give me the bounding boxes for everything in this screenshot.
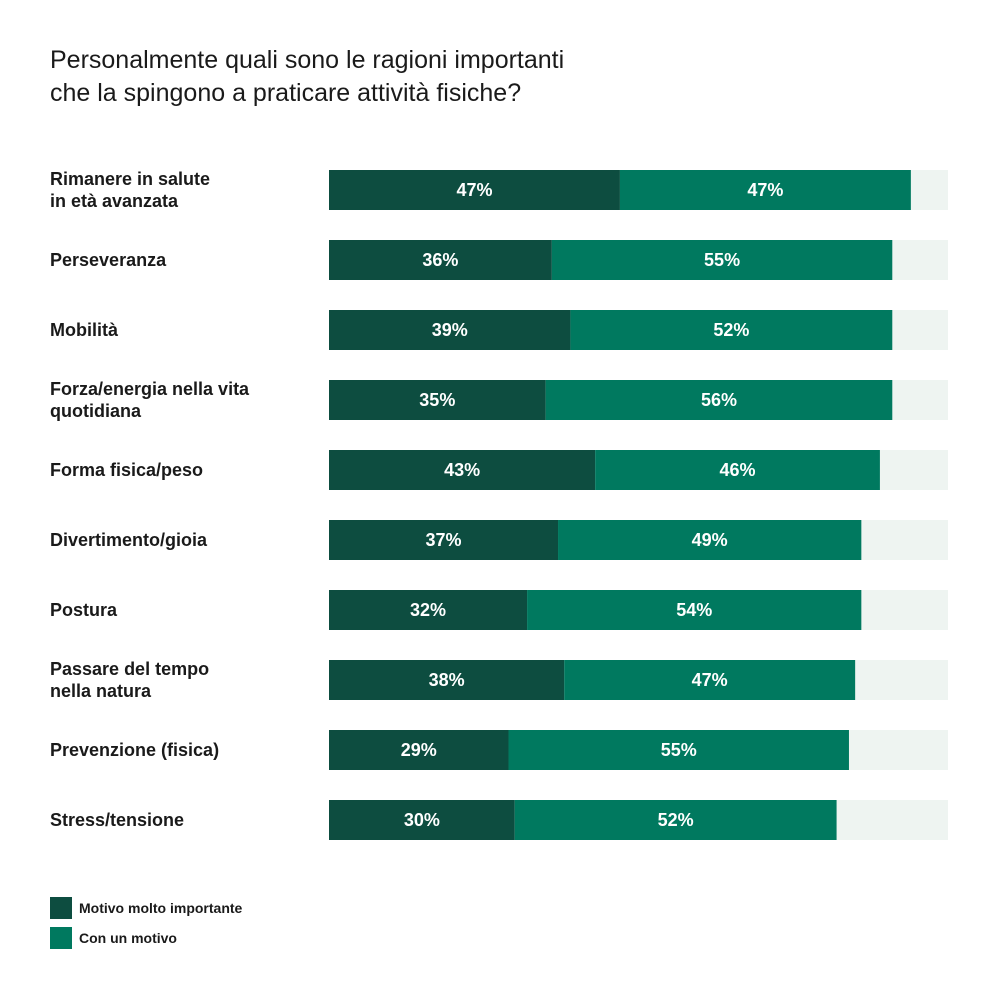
bar-motivo-molto-importante	[329, 800, 515, 840]
bar-con-un-motivo	[514, 800, 837, 840]
data-label: 52%	[713, 320, 749, 340]
bar-con-un-motivo	[570, 310, 893, 350]
data-label: 54%	[676, 600, 712, 620]
data-label: 47%	[456, 180, 492, 200]
bar-con-un-motivo	[595, 450, 880, 490]
legend-item-motivo-molto-importante: Motivo molto importante	[50, 897, 242, 919]
bar-motivo-molto-importante	[329, 170, 620, 210]
legend-swatch-con-un-motivo	[50, 927, 72, 949]
bar-con-un-motivo	[551, 240, 893, 280]
category-label: Divertimento/gioia	[50, 530, 208, 550]
data-label: 46%	[720, 460, 756, 480]
bar-row: Forma fisica/peso 43% 46%	[50, 450, 948, 490]
category-label: Forma fisica/peso	[50, 460, 203, 480]
category-label: Passare del tempo nella natura	[50, 659, 209, 701]
bar-motivo-molto-importante	[329, 240, 552, 280]
data-label: 47%	[747, 180, 783, 200]
bar-con-un-motivo	[558, 520, 862, 560]
data-label: 32%	[410, 600, 446, 620]
bar-con-un-motivo	[508, 730, 849, 770]
bar-con-un-motivo	[564, 660, 856, 700]
bar-motivo-molto-importante	[329, 660, 565, 700]
bar-motivo-molto-importante	[329, 310, 571, 350]
data-label: 56%	[701, 390, 737, 410]
legend: Motivo molto importante Con un motivo	[50, 897, 242, 957]
data-label: 55%	[661, 740, 697, 760]
data-label: 55%	[704, 250, 740, 270]
data-label: 43%	[444, 460, 480, 480]
data-label: 47%	[692, 670, 728, 690]
legend-label-motivo-molto-importante: Motivo molto importante	[79, 900, 243, 916]
category-label: Stress/tensione	[50, 810, 184, 830]
category-label: Perseveranza	[50, 250, 167, 270]
bar-con-un-motivo	[527, 590, 862, 630]
bar-row: Forza/energia nella vita quotidiana 35% 56%	[50, 379, 948, 421]
data-label: 38%	[429, 670, 465, 690]
data-label: 49%	[692, 530, 728, 550]
bar-con-un-motivo	[545, 380, 893, 420]
data-label: 52%	[658, 810, 694, 830]
data-label: 37%	[425, 530, 461, 550]
bar-con-un-motivo	[619, 170, 911, 210]
bar-motivo-molto-importante	[329, 590, 528, 630]
data-label: 30%	[404, 810, 440, 830]
bar-row: Mobilità 39% 52%	[50, 310, 948, 350]
bar-motivo-molto-importante	[329, 730, 509, 770]
bar-row: Divertimento/gioia 37% 49%	[50, 520, 948, 560]
legend-swatch-motivo-molto-importante	[50, 897, 72, 919]
data-label: 39%	[432, 320, 468, 340]
bar-row: Perseveranza 36% 55%	[50, 240, 948, 280]
data-label: 35%	[419, 390, 455, 410]
data-label: 29%	[401, 740, 437, 760]
chart-title: Personalmente quali sono le ragioni impo…	[50, 46, 565, 107]
bar-row: Prevenzione (fisica) 29% 55%	[50, 730, 948, 770]
category-label: Rimanere in salute in età avanzata	[50, 169, 210, 211]
bar-motivo-molto-importante	[329, 380, 546, 420]
category-label: Postura	[50, 600, 118, 620]
bar-motivo-molto-importante	[329, 520, 559, 560]
data-label: 36%	[422, 250, 458, 270]
category-label: Prevenzione (fisica)	[50, 740, 219, 760]
legend-item-con-un-motivo: Con un motivo	[50, 927, 242, 949]
category-label: Mobilità	[50, 320, 119, 340]
bar-row: Passare del tempo nella natura 38% 47%	[50, 659, 948, 701]
category-label: Forza/energia nella vita quotidiana	[50, 379, 250, 421]
bar-row: Postura 32% 54%	[50, 590, 948, 630]
legend-label-con-un-motivo: Con un motivo	[79, 930, 177, 946]
bar-row: Rimanere in salute in età avanzata 47% 47%	[50, 169, 948, 211]
bar-motivo-molto-importante	[329, 450, 596, 490]
bar-row: Stress/tensione 30% 52%	[50, 800, 948, 840]
